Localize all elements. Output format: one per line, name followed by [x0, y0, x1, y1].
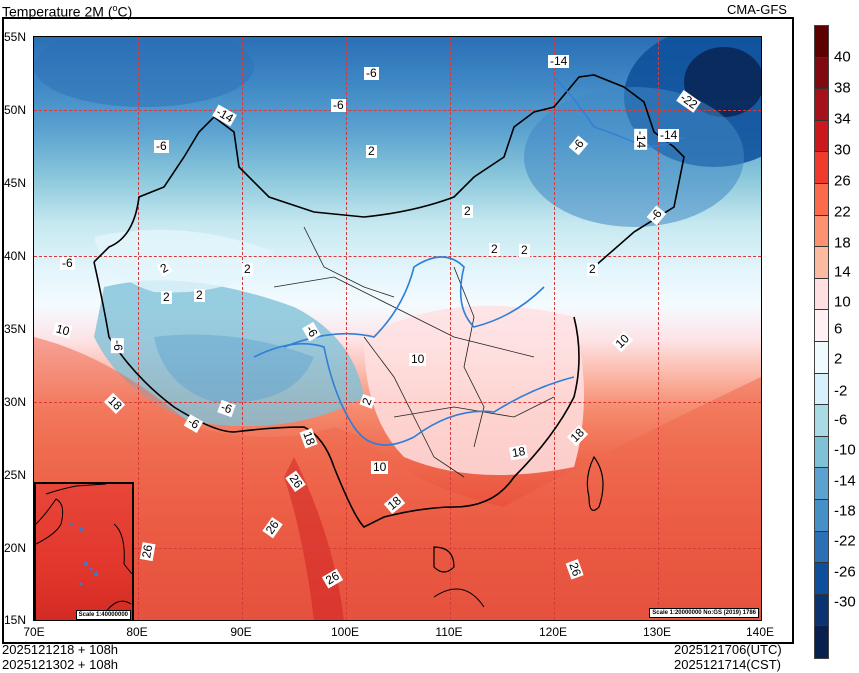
colorbar-swatch	[815, 563, 828, 595]
contour-label: 2	[587, 262, 598, 276]
colorbar-label: -18	[834, 502, 856, 520]
plot-frame	[2, 17, 794, 644]
contour-label: 2	[242, 262, 253, 276]
colorbar-swatch	[815, 405, 828, 437]
colorbar-swatch	[815, 183, 828, 216]
colorbar-swatch	[815, 152, 828, 184]
gridline-80e	[138, 37, 139, 620]
contour-label: 2	[366, 144, 377, 158]
contour-label: 2	[462, 204, 473, 218]
colorbar-swatch	[815, 215, 828, 248]
colorbar-label: 22	[834, 203, 851, 221]
contour-label: -6	[154, 139, 169, 153]
valid-time-cst: 2025121714(CST)	[674, 657, 781, 672]
colorbar	[814, 25, 829, 659]
colorbar-label: -10	[834, 441, 856, 459]
contour-label: -6	[364, 66, 379, 80]
contour-label: -6	[331, 98, 346, 112]
contour-label: -6	[110, 338, 125, 353]
lon-label-80e: 80E	[126, 625, 148, 639]
map-boundaries	[93, 74, 685, 608]
lon-label-110e: 110E	[435, 625, 463, 639]
south-china-sea-inset: Scale 1:40000000	[34, 482, 134, 620]
gridline-90e	[242, 37, 243, 620]
temperature-map: -6 -6 -14 -6 2 -14 -22 -14 -14 -6 -6 2 -…	[33, 36, 762, 621]
contour-label: 2	[194, 288, 205, 302]
lat-label-40n: 40N	[4, 249, 27, 263]
colorbar-label: -6	[834, 411, 848, 429]
lon-label-70e: 70E	[23, 625, 45, 639]
colorbar-label: -14	[834, 472, 856, 490]
colorbar-swatch	[815, 341, 828, 374]
contour-label: 2	[161, 290, 172, 304]
gridline-30n	[34, 402, 761, 403]
lon-label-130e: 130E	[642, 625, 672, 639]
contour-label: -14	[634, 128, 649, 151]
lat-label-45n: 45N	[4, 176, 27, 190]
contour-label: 2	[489, 242, 500, 256]
inset-scale-label: Scale 1:40000000	[75, 610, 131, 620]
colorbar-swatch	[815, 499, 828, 532]
gridline-100e	[346, 37, 347, 620]
colorbar-label: 6	[834, 320, 843, 338]
colorbar-swatch	[815, 120, 828, 153]
valid-time-utc: 2025121706(UTC)	[674, 642, 782, 657]
colorbar-swatch	[815, 436, 828, 469]
colorbar-swatch	[815, 626, 828, 658]
init-time-cst: 2025121302 + 108h	[2, 657, 119, 672]
contour-label: 2	[519, 243, 530, 257]
gridline-50n	[34, 110, 761, 111]
colorbar-label: 18	[834, 234, 851, 252]
contour-label: -6	[60, 256, 75, 270]
gridline-40n	[34, 256, 761, 257]
colorbar-swatch	[815, 247, 828, 279]
colorbar-swatch	[815, 89, 828, 121]
colorbar-label: 40	[834, 48, 851, 66]
colorbar-swatch	[815, 57, 828, 90]
colorbar-swatch	[815, 531, 828, 564]
lon-label-90e: 90E	[230, 625, 252, 639]
lat-label-15n: 15N	[4, 613, 27, 627]
model-source-label: CMA-GFS	[727, 2, 787, 17]
chart-title: Temperature 2M (oC)	[2, 3, 133, 20]
gridline-20n	[34, 548, 761, 549]
lon-label-140e: 140E	[745, 625, 775, 639]
colorbar-swatch	[815, 468, 828, 500]
colorbar-label: 10	[834, 293, 851, 311]
colorbar-label: 38	[834, 79, 851, 97]
contour-label: 10	[409, 352, 427, 366]
lat-label-35n: 35N	[4, 322, 27, 336]
colorbar-label: 14	[834, 263, 851, 281]
lon-label-100e: 100E	[330, 625, 360, 639]
lat-label-50n: 50N	[4, 103, 27, 117]
colorbar-swatch	[815, 310, 828, 342]
init-time-utc: 2025121218 + 108h	[2, 642, 119, 657]
colorbar-label: -30	[834, 593, 856, 611]
colorbar-label: -26	[834, 563, 856, 581]
colorbar-label: -2	[834, 382, 848, 400]
lat-label-25n: 25N	[4, 468, 27, 482]
lat-label-55n: 55N	[4, 30, 27, 44]
colorbar-swatch	[815, 26, 828, 58]
contour-label: -14	[548, 54, 570, 68]
map-scale-label: Scale 1:20000000 No:GS (2019) 1786	[649, 608, 759, 618]
gridline-130e	[658, 37, 659, 620]
gridline-120e	[554, 37, 555, 620]
colorbar-label: -22	[834, 532, 856, 550]
colorbar-label: 34	[834, 110, 851, 128]
lat-label-20n: 20N	[4, 541, 27, 555]
contour-label: -14	[658, 128, 680, 142]
inset-boundaries	[36, 484, 132, 620]
colorbar-swatch	[815, 278, 828, 311]
colorbar-label: 2	[834, 350, 843, 368]
colorbar-swatch	[815, 373, 828, 406]
lon-label-120e: 120E	[538, 625, 568, 639]
colorbar-label: 30	[834, 141, 851, 159]
lat-label-30n: 30N	[4, 395, 27, 409]
gridline-110e	[450, 37, 451, 620]
contour-label: 10	[371, 460, 389, 474]
colorbar-swatch	[815, 594, 828, 627]
colorbar-label: 26	[834, 172, 851, 190]
